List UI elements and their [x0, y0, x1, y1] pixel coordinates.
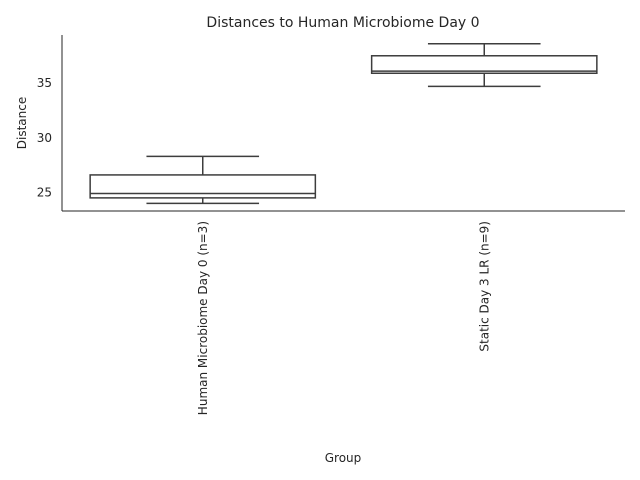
y-tick-label: 30: [37, 131, 52, 145]
iqr-box: [370, 55, 598, 75]
y-tick-label: 35: [37, 76, 52, 90]
box-group: [370, 42, 598, 88]
x-category-label: Static Day 3 LR (n=9): [477, 221, 491, 352]
box-group: [89, 155, 317, 205]
y-ticks: 25 30 35: [37, 76, 52, 199]
boxes: [89, 42, 598, 205]
x-category-labels: Human Microbiome Day 0 (n=3) Static Day 3…: [196, 221, 492, 415]
x-axis-label: Group: [325, 451, 362, 465]
x-category-label: Human Microbiome Day 0 (n=3): [196, 221, 210, 415]
y-tick-label: 25: [37, 185, 52, 199]
axis-spines: [61, 35, 625, 212]
y-axis-label: Distance: [15, 97, 29, 149]
chart-title: Distances to Human Microbiome Day 0: [206, 15, 479, 31]
iqr-box: [89, 174, 317, 199]
